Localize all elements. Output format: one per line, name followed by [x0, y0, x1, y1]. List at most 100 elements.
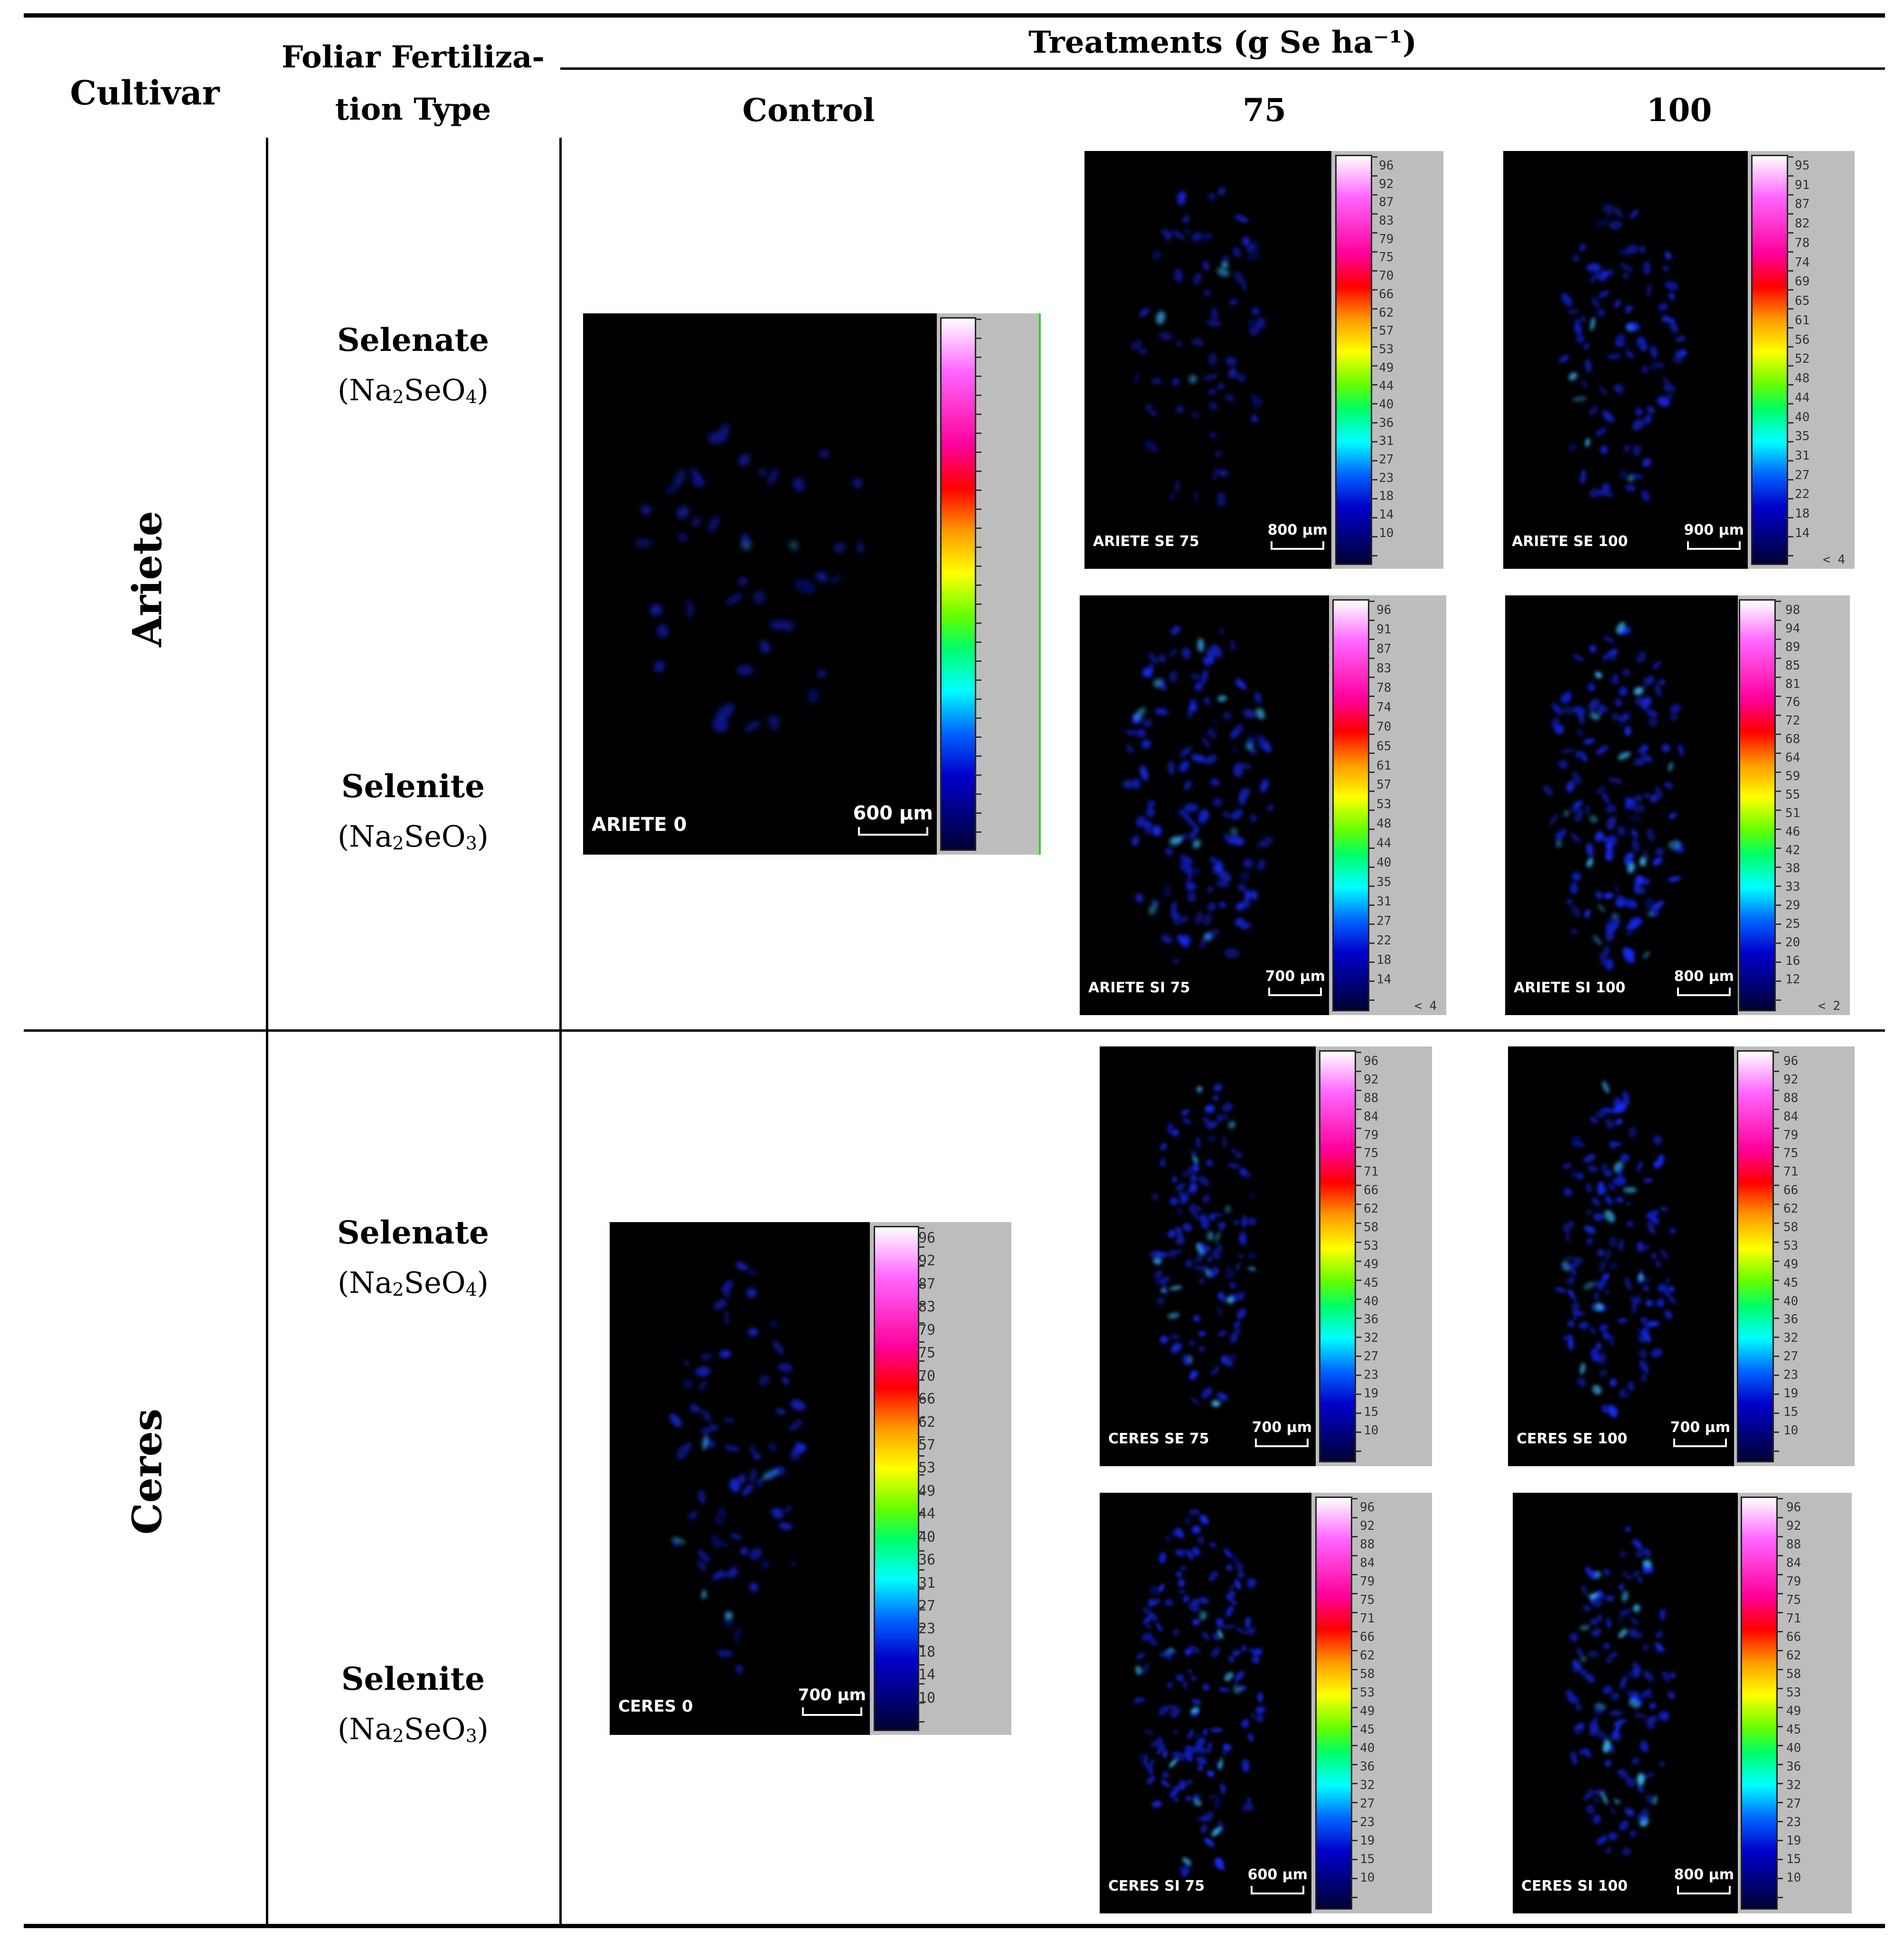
signal-spot: [1174, 268, 1183, 283]
signal-spot: [1233, 744, 1238, 756]
signal-spot: [1584, 1225, 1596, 1234]
signal-spot: [1233, 1686, 1242, 1694]
signal-spot: [750, 1444, 757, 1459]
signal-spot: [1630, 1617, 1639, 1626]
panel-ariete-se-75: ARIETE SE 75 800 µm 96 92 87 83 79 75 70 66 62 57 53…: [1084, 151, 1443, 569]
signal-spot: [1644, 1244, 1650, 1251]
signal-spot: [1660, 1761, 1665, 1767]
signal-spot: [1599, 1260, 1606, 1272]
signal-spot: [1597, 904, 1606, 913]
signal-spot: [1643, 848, 1650, 860]
signal-spot: [1246, 1796, 1252, 1807]
signal-spot: [1256, 708, 1265, 720]
ceres-selenate: Selenate (Na2SeO4): [266, 1206, 560, 1306]
signal-spot: [1610, 654, 1616, 661]
tick-label: 53: [1783, 1238, 1799, 1253]
signal-spot: [1228, 1121, 1236, 1129]
signal-spot: [1558, 760, 1568, 769]
signal-spot: [1234, 1321, 1241, 1328]
signal-spot: [1150, 411, 1158, 416]
signal-spot: [1583, 738, 1595, 744]
signal-spot: [1636, 1328, 1650, 1336]
tick-label: 61: [1376, 758, 1392, 773]
signal-spot: [1136, 816, 1146, 827]
signal-spot: [1209, 432, 1216, 438]
tick-label: 72: [1785, 714, 1800, 728]
signal-spot: [1643, 1285, 1650, 1292]
signal-spot: [1151, 377, 1163, 385]
signal-spot: [1594, 1706, 1603, 1714]
signal-spot: [1620, 263, 1633, 272]
signal-spot: [749, 1548, 762, 1560]
signal-spot: [1637, 1786, 1644, 1793]
tick-label: 25: [1785, 917, 1800, 932]
selenite-formula: (Na2SeO3): [338, 819, 489, 854]
signal-spot: [1237, 1571, 1244, 1579]
tick-label: 31: [1376, 895, 1392, 909]
signal-spot: [1248, 1267, 1256, 1271]
signal-spot: [1598, 490, 1613, 497]
signal-spot: [1590, 1619, 1597, 1625]
signal-spot: [746, 1268, 758, 1276]
signal-spot: [1626, 1670, 1638, 1680]
signal-spot: [1647, 1221, 1655, 1235]
signal-spot: [1241, 1719, 1249, 1728]
tick-label: 10: [1379, 526, 1394, 540]
signal-spot: [1609, 675, 1620, 685]
signal-spot: [1595, 1591, 1604, 1599]
signal-spot: [1195, 1747, 1206, 1753]
signal-spot: [1208, 352, 1217, 366]
signal-spot: [1191, 232, 1201, 242]
signal-spot: [1659, 1206, 1668, 1211]
signal-spot: [1625, 485, 1636, 491]
scale-bar-label: 700 µm: [1252, 1419, 1312, 1436]
signal-spot: [1642, 1643, 1649, 1652]
signal-spot: [1590, 1116, 1598, 1124]
signal-spot: [1156, 1744, 1166, 1755]
signal-spot: [1183, 803, 1198, 812]
signal-spot: [1562, 1164, 1572, 1168]
signal-spot: [1179, 1780, 1187, 1788]
signal-spot: [719, 1350, 732, 1358]
tick-label: 96: [1786, 1500, 1801, 1515]
signal-spot: [1251, 1656, 1260, 1664]
signal-spot: [1255, 1714, 1264, 1723]
color-scale-bar: [1737, 1050, 1779, 1462]
signal-spot: [1605, 804, 1617, 813]
signal-spot: [729, 1533, 743, 1540]
signal-spot: [1574, 812, 1583, 823]
tick-label: 10: [1786, 1871, 1801, 1885]
signal-spot: [1589, 1717, 1598, 1730]
signal-spot: [1213, 798, 1223, 807]
tick-label: 74: [1376, 700, 1392, 715]
signal-spot: [1237, 373, 1246, 382]
signal-spot: [725, 1611, 733, 1620]
signal-spot: [1572, 396, 1587, 402]
signal-spot: [1636, 651, 1647, 663]
signal-spot: [1592, 1197, 1601, 1206]
signal-spot: [749, 1468, 757, 1482]
signal-spot: [691, 479, 705, 487]
tick-label: 84: [1360, 1556, 1375, 1570]
signal-spot: [1621, 1847, 1631, 1856]
signal-spot: [1225, 394, 1235, 402]
signal-spot: [1646, 709, 1658, 717]
signal-spot: [1621, 1571, 1632, 1581]
signal-spot: [1258, 1705, 1266, 1714]
tick-label: 31: [1795, 449, 1810, 463]
signal-spot: [1658, 303, 1668, 311]
signal-spot: [1232, 1600, 1237, 1605]
tick-label: 89: [1785, 640, 1800, 654]
signal-spot: [1190, 1150, 1197, 1157]
signal-spot: [1251, 1712, 1255, 1719]
tick-label: 44: [1795, 390, 1810, 405]
selenate-name: Selenate: [337, 321, 489, 358]
signal-spot: [782, 1377, 789, 1385]
signal-spot: [1230, 640, 1236, 651]
signal-spot: [1585, 438, 1590, 447]
tick-label: 92: [1364, 1072, 1379, 1087]
signal-spot: [1255, 838, 1265, 849]
tick-label: 40: [1364, 1294, 1379, 1309]
signal-spot: [1640, 1317, 1649, 1325]
signal-spot: [1570, 883, 1578, 894]
